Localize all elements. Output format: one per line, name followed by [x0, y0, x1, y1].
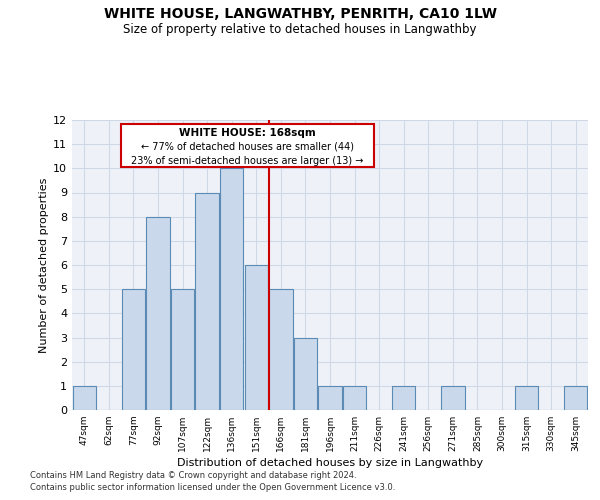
Bar	[171, 289, 194, 410]
Bar	[220, 168, 244, 410]
Bar	[343, 386, 366, 410]
Bar	[122, 289, 145, 410]
Bar	[392, 386, 415, 410]
FancyBboxPatch shape	[121, 124, 374, 167]
Bar	[515, 386, 538, 410]
Bar	[269, 289, 293, 410]
Bar	[294, 338, 317, 410]
Bar	[319, 386, 341, 410]
Y-axis label: Number of detached properties: Number of detached properties	[39, 178, 49, 352]
Bar	[146, 216, 170, 410]
Bar	[245, 265, 268, 410]
Bar	[564, 386, 587, 410]
Text: 23% of semi-detached houses are larger (13) →: 23% of semi-detached houses are larger (…	[131, 156, 364, 166]
Text: Distribution of detached houses by size in Langwathby: Distribution of detached houses by size …	[177, 458, 483, 468]
Text: Contains HM Land Registry data © Crown copyright and database right 2024.: Contains HM Land Registry data © Crown c…	[30, 471, 356, 480]
Text: Contains public sector information licensed under the Open Government Licence v3: Contains public sector information licen…	[30, 484, 395, 492]
Text: Size of property relative to detached houses in Langwathby: Size of property relative to detached ho…	[123, 22, 477, 36]
Bar	[196, 192, 219, 410]
Bar	[441, 386, 464, 410]
Bar	[73, 386, 96, 410]
Text: WHITE HOUSE: 168sqm: WHITE HOUSE: 168sqm	[179, 128, 316, 138]
Text: WHITE HOUSE, LANGWATHBY, PENRITH, CA10 1LW: WHITE HOUSE, LANGWATHBY, PENRITH, CA10 1…	[104, 8, 497, 22]
Text: ← 77% of detached houses are smaller (44): ← 77% of detached houses are smaller (44…	[141, 142, 354, 152]
